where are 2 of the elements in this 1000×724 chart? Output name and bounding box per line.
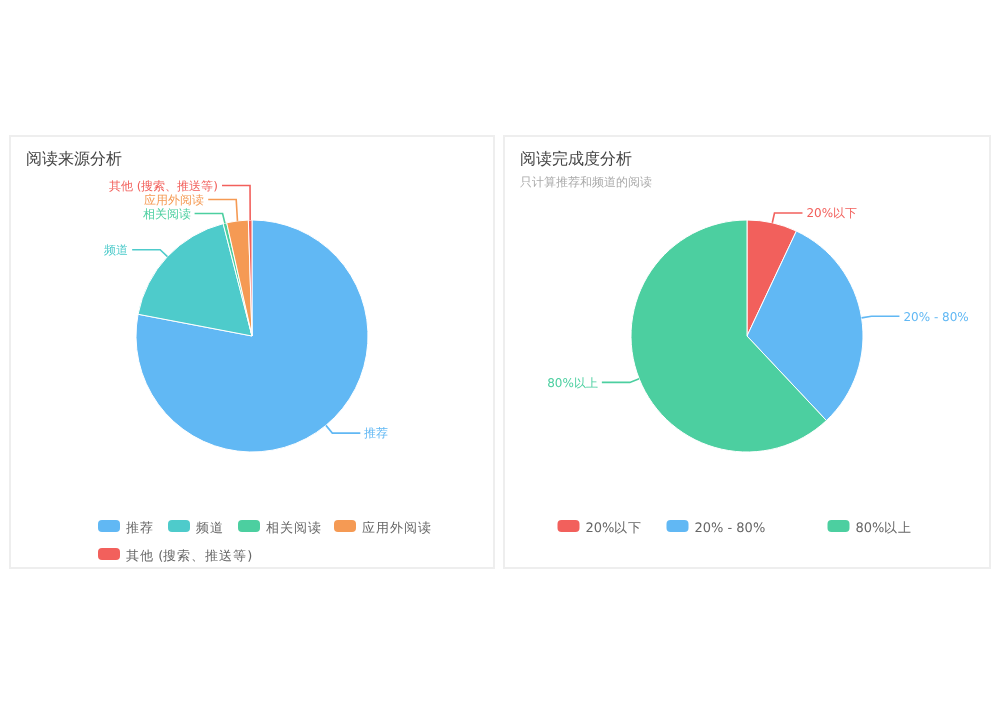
chart-title: 阅读完成度分析 — [520, 150, 632, 168]
chart-title: 阅读来源分析 — [26, 150, 122, 168]
